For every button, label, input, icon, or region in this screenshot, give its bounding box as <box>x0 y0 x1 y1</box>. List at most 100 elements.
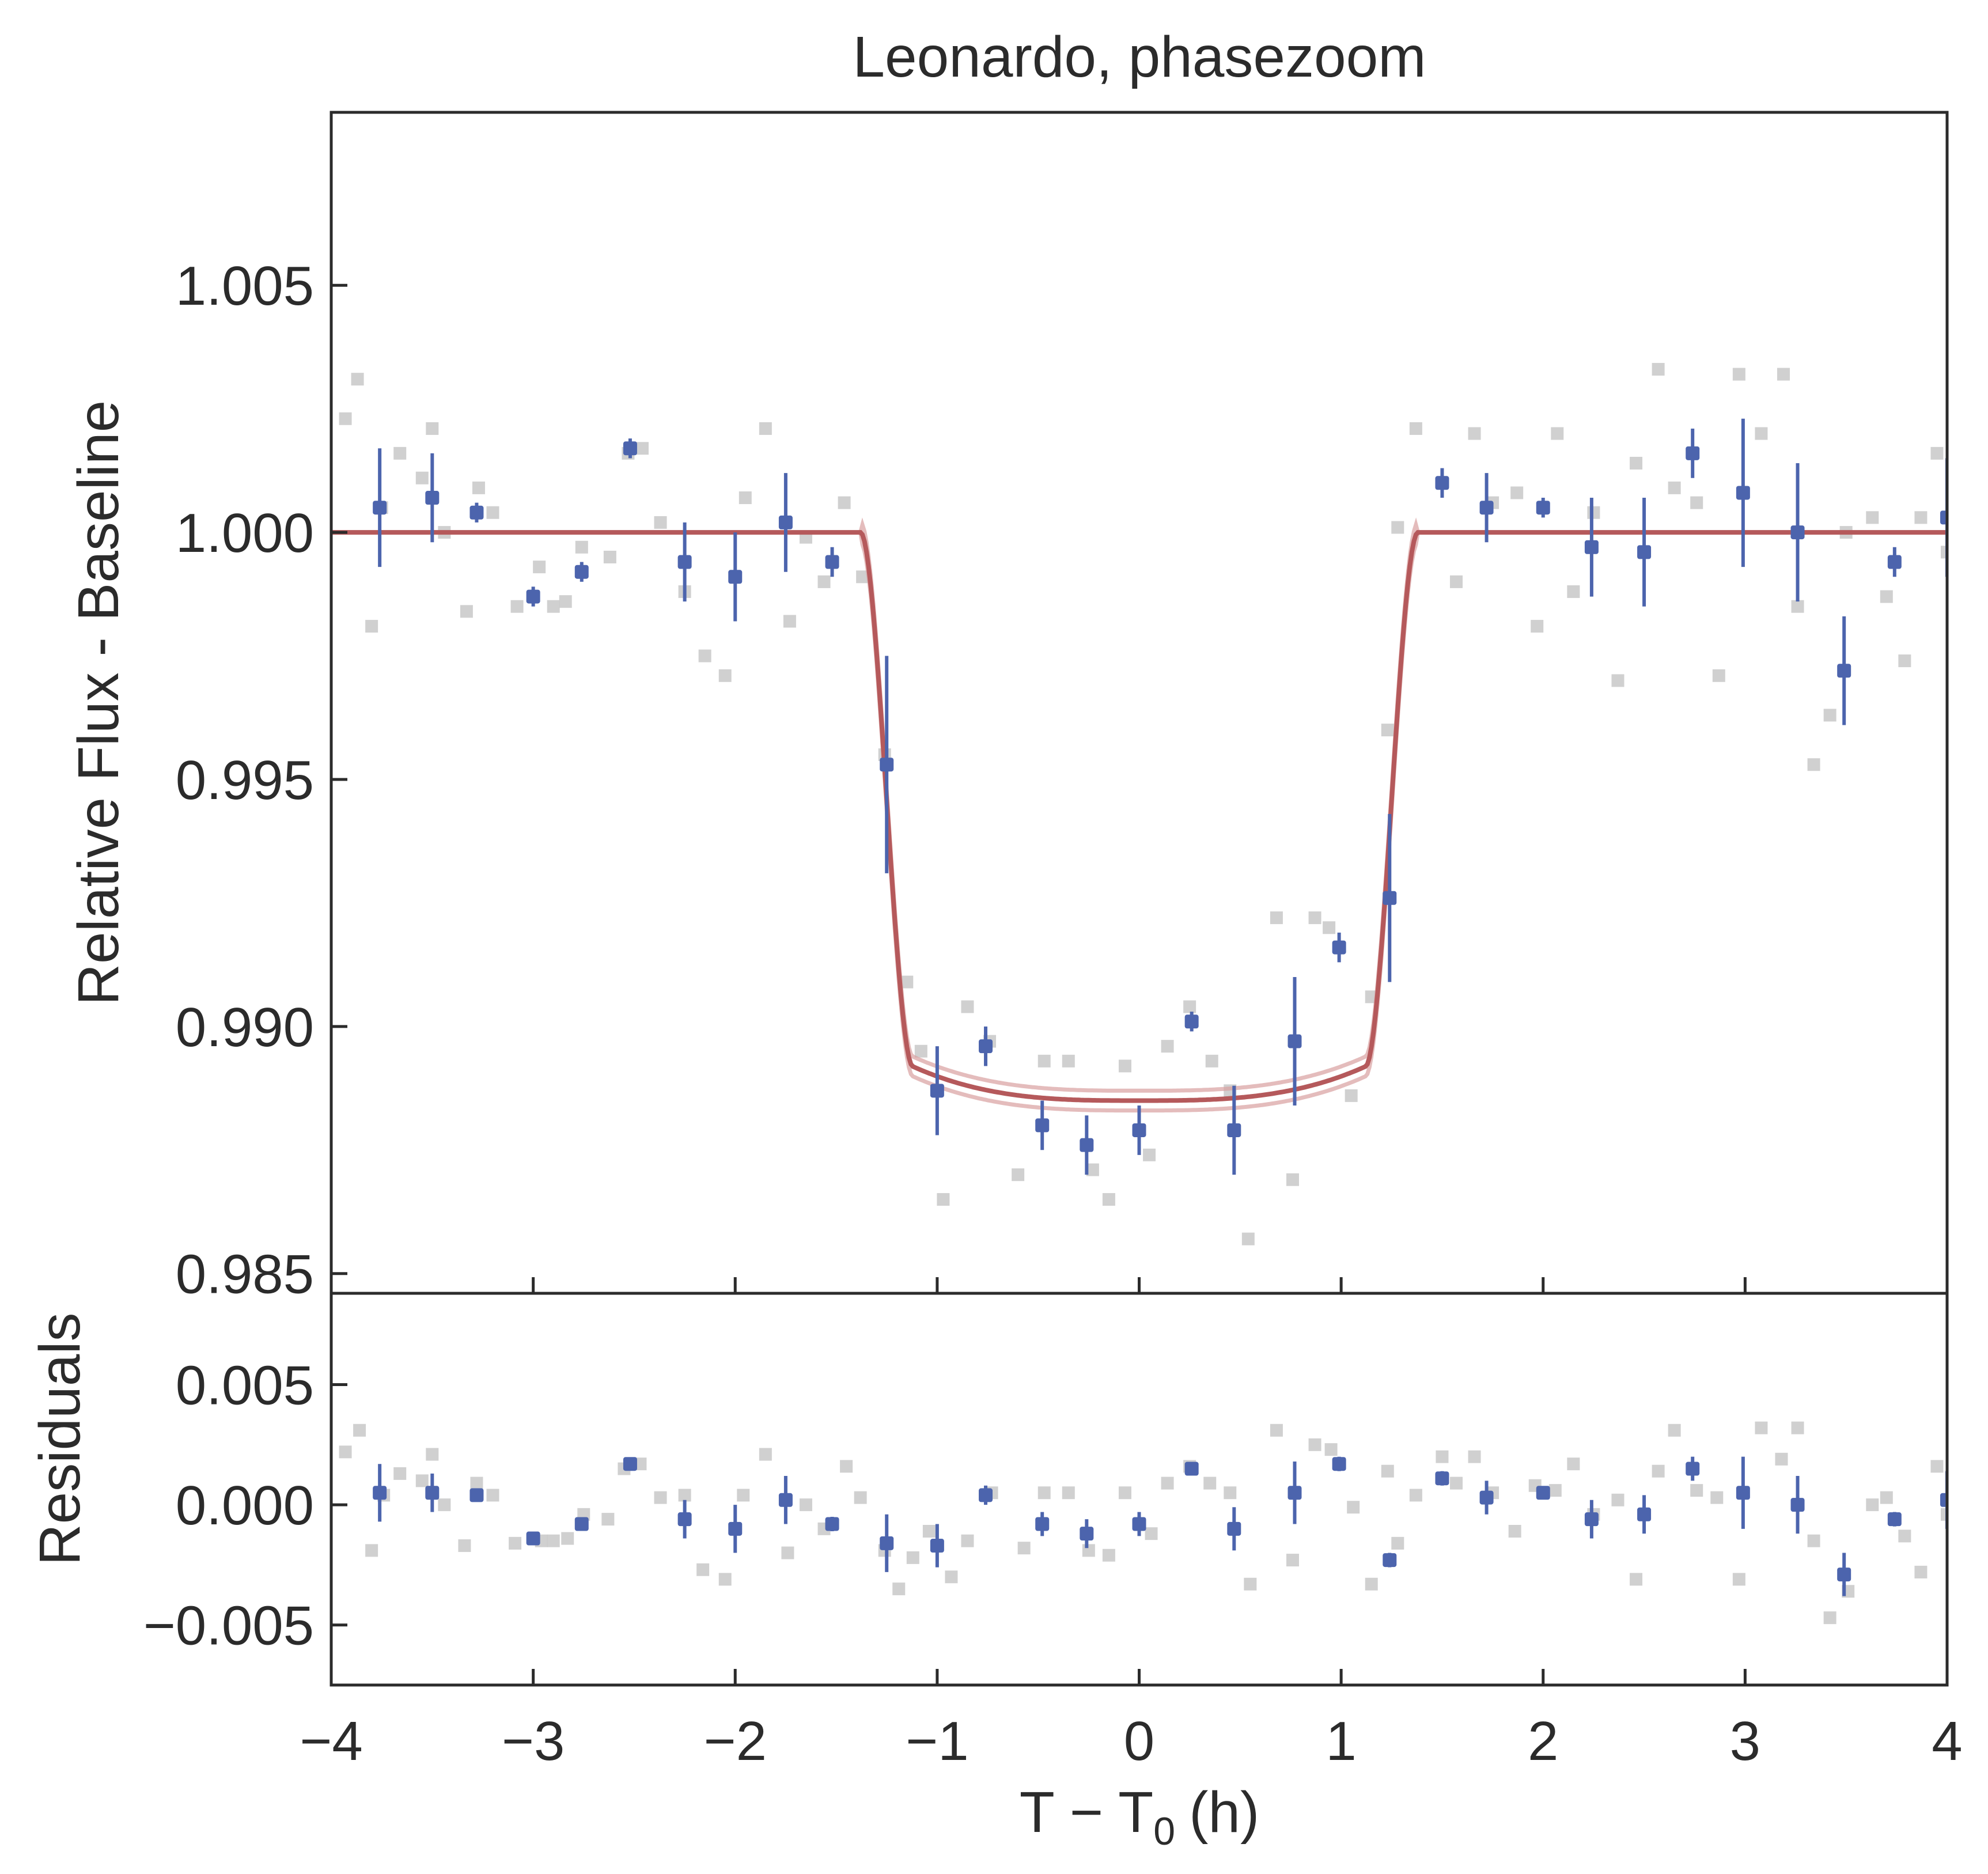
raw-point <box>1807 758 1820 771</box>
raw-point <box>737 1489 750 1502</box>
raw-point <box>1690 1484 1703 1497</box>
raw-point <box>856 570 869 584</box>
raw-point <box>1611 1493 1625 1506</box>
binned-point <box>1837 664 1851 678</box>
binned-point <box>1035 1517 1050 1531</box>
binned-point <box>1132 1123 1146 1137</box>
raw-point <box>1143 1148 1156 1161</box>
raw-point <box>922 1525 936 1538</box>
binned-point <box>1080 1527 1094 1541</box>
flux-panel: 0.985 0.990 0.995 1.000 1.005 <box>176 111 1949 1305</box>
raw-point <box>961 1534 974 1547</box>
raw-point <box>1930 1460 1944 1473</box>
flux-y-axis-label: Relative Flux - Baseline <box>66 400 131 1005</box>
flux-y-tick-label: 0.995 <box>176 749 314 811</box>
raw-point <box>351 373 364 386</box>
raw-point <box>961 1000 974 1013</box>
raw-point <box>1381 724 1394 737</box>
raw-point <box>1449 1477 1463 1490</box>
binned-point <box>526 589 540 604</box>
binned-point <box>1584 1512 1599 1527</box>
raw-point <box>1880 590 1893 603</box>
raw-point <box>1161 1040 1174 1053</box>
raw-point <box>1381 1464 1394 1478</box>
residuals-y-tick-label: −0.005 <box>143 1595 314 1657</box>
raw-point <box>1244 1577 1257 1591</box>
binned-point <box>574 565 589 579</box>
binned-point <box>677 1512 692 1527</box>
binned-point <box>623 441 637 456</box>
binned-point <box>1383 891 1397 905</box>
raw-point <box>601 1513 615 1526</box>
raw-point <box>937 1193 950 1206</box>
raw-point <box>1409 422 1422 435</box>
raw-point <box>698 649 711 662</box>
x-tick-label: −2 <box>704 1710 767 1772</box>
raw-point <box>718 1573 732 1586</box>
raw-point <box>353 1424 366 1437</box>
x-axis-label: T − T0 (h) <box>1020 1780 1260 1853</box>
raw-point <box>854 1491 867 1504</box>
raw-point <box>510 600 524 613</box>
raw-point <box>783 615 796 628</box>
raw-point <box>1866 511 1879 524</box>
raw-point <box>1823 1611 1836 1625</box>
x-axis-ticks: −4 −3 −2 −1 0 1 2 3 4 <box>300 1710 1962 1772</box>
raw-point <box>415 471 429 484</box>
raw-point <box>559 595 572 608</box>
binned-point <box>880 758 894 772</box>
raw-point <box>1941 546 1947 559</box>
raw-point <box>1270 911 1283 925</box>
raw-point <box>1732 368 1745 381</box>
binned-point <box>1887 1512 1902 1527</box>
binned-point <box>1479 1490 1494 1505</box>
raw-point <box>1183 1000 1196 1013</box>
raw-point <box>547 600 560 613</box>
x-tick-label: −3 <box>502 1710 565 1772</box>
raw-point <box>781 1546 794 1559</box>
residuals-data-area <box>339 1421 1947 1625</box>
raw-point <box>1823 709 1836 722</box>
raw-point <box>1914 511 1928 524</box>
binned-point <box>728 570 743 584</box>
raw-point <box>1241 1232 1255 1245</box>
raw-point <box>1866 1498 1879 1512</box>
binned-point <box>574 1517 589 1531</box>
x-axis-label-subscript: 0 <box>1153 1809 1175 1853</box>
raw-point <box>718 669 732 682</box>
binned-point <box>677 555 692 569</box>
raw-point <box>393 1467 407 1480</box>
x-tick-label: −1 <box>906 1710 968 1772</box>
binned-point <box>825 1517 839 1531</box>
raw-point <box>1531 620 1544 633</box>
raw-point <box>1205 1054 1218 1067</box>
flux-y-axis-label-group: Relative Flux - Baseline <box>66 400 131 1005</box>
residuals-y-tick-label: 0.000 <box>176 1475 314 1536</box>
binned-point <box>1383 1553 1397 1568</box>
raw-point <box>1898 1530 1911 1543</box>
raw-point <box>1611 674 1625 687</box>
binned-point <box>1435 1471 1449 1486</box>
raw-point <box>1668 1424 1681 1437</box>
raw-point <box>1062 1054 1075 1067</box>
binned-point <box>1035 1118 1050 1133</box>
x-tick-label: 3 <box>1730 1710 1760 1772</box>
binned-point <box>1184 1014 1199 1029</box>
raw-point <box>1102 1193 1115 1206</box>
raw-point <box>892 1583 906 1596</box>
binned-point <box>1184 1462 1199 1476</box>
raw-point <box>1791 1421 1804 1434</box>
raw-point <box>945 1570 958 1584</box>
binned-point <box>1736 486 1750 500</box>
raw-point <box>1914 1565 1928 1578</box>
raw-point <box>1567 1457 1580 1471</box>
raw-point <box>1880 1491 1893 1504</box>
binned-point <box>373 501 387 515</box>
raw-point <box>1037 1054 1051 1067</box>
raw-point <box>1449 575 1463 588</box>
residuals-y-tick-label: 0.005 <box>176 1355 314 1417</box>
raw-point <box>1224 1486 1237 1500</box>
binned-point <box>825 555 839 569</box>
raw-point <box>470 1477 483 1490</box>
